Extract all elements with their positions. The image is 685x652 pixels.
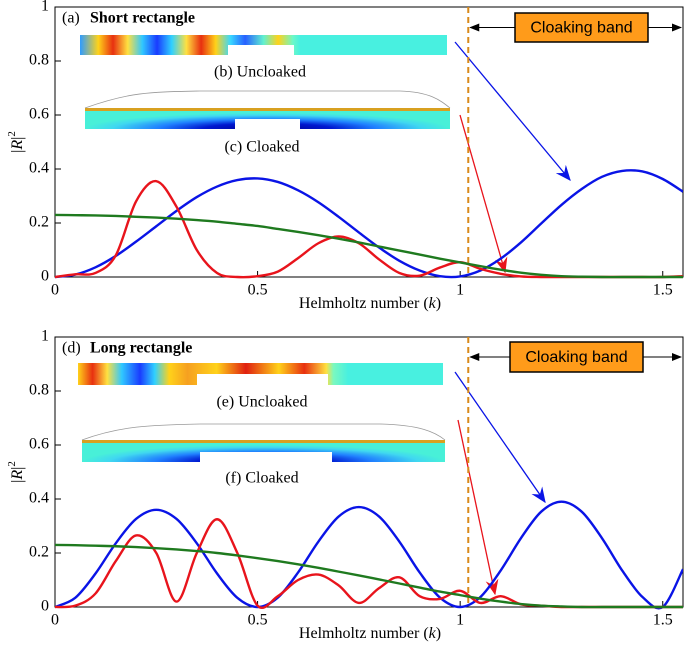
- inset-uncloaked: [80, 35, 447, 55]
- x-tick-label: 0.5: [248, 282, 268, 299]
- panel-label: (a): [62, 10, 80, 27]
- y-axis-label-part: R: [9, 140, 26, 151]
- panel-label: (d): [62, 340, 81, 357]
- annotation-arrow: [459, 114, 508, 274]
- y-axis-label-part: |: [9, 467, 26, 470]
- y-tick-label: 0.2: [29, 214, 49, 231]
- x-tick-label: 1: [456, 612, 464, 629]
- y-tick-label: 0.2: [29, 544, 49, 561]
- inset-cloaked: [81, 423, 446, 462]
- series-line: [55, 179, 683, 279]
- y-axis-label-part: |: [9, 150, 26, 153]
- series-line: [55, 518, 683, 610]
- series-line: [55, 169, 683, 279]
- inset-label: (e) Uncloaked: [216, 394, 307, 411]
- y-tick-label: 0.4: [29, 490, 49, 507]
- series-line: [55, 500, 683, 610]
- annotation-arrow: [457, 419, 499, 596]
- y-tick-label: 0: [41, 268, 49, 285]
- inset-label: (b) Uncloaked: [214, 64, 306, 81]
- band-label-box: [509, 341, 644, 373]
- x-axis-label-part: k: [429, 295, 437, 312]
- y-tick-label: 1: [41, 0, 49, 15]
- y-axis-label-part: 2: [6, 461, 18, 467]
- y-tick-label: 0.4: [29, 160, 49, 177]
- panel-title: Long rectangle: [90, 340, 192, 357]
- y-axis-label-part: |: [9, 137, 26, 140]
- x-tick-label: 1.5: [653, 282, 673, 299]
- annotation-arrow: [454, 371, 546, 504]
- axes-box: [54, 336, 684, 608]
- panel-title: Short rectangle: [90, 10, 195, 27]
- x-axis-label-part: Helmholtz number (: [299, 295, 429, 312]
- annotation-arrow: [454, 41, 571, 181]
- band-label-box: [514, 12, 649, 43]
- axes-box: [54, 6, 684, 278]
- inset-uncloaked: [78, 363, 443, 385]
- y-tick-label: 0.6: [29, 436, 49, 453]
- series-line: [55, 543, 683, 609]
- x-axis-label-part: ): [436, 295, 441, 312]
- y-axis-label-part: R: [9, 470, 26, 481]
- x-tick-label: 0: [51, 282, 59, 299]
- y-tick-label: 0.8: [29, 52, 49, 69]
- x-tick-label: 0.5: [248, 612, 268, 629]
- x-axis-label-part: ): [436, 625, 441, 642]
- y-axis-label-part: |: [9, 480, 26, 483]
- y-axis-label-part: 2: [6, 131, 18, 137]
- x-axis-label-part: k: [429, 625, 437, 642]
- x-axis-label: Helmholtz number (k): [299, 625, 441, 642]
- y-axis-label: |R|2: [6, 461, 26, 483]
- x-tick-label: 0: [51, 612, 59, 629]
- y-tick-label: 0.6: [29, 106, 49, 123]
- x-axis-label-part: Helmholtz number (: [299, 625, 429, 642]
- inset-label: (c) Cloaked: [224, 139, 299, 156]
- x-tick-label: 1: [456, 282, 464, 299]
- inset-label: (f) Cloaked: [225, 470, 298, 487]
- series-line: [55, 213, 683, 279]
- inset-cloaked: [84, 90, 451, 129]
- y-tick-label: 1: [41, 328, 49, 345]
- x-tick-label: 1.5: [653, 612, 673, 629]
- band-label: Cloaking band: [525, 349, 627, 366]
- y-axis-label: |R|2: [6, 131, 26, 153]
- y-tick-label: 0: [41, 598, 49, 615]
- x-axis-label: Helmholtz number (k): [299, 295, 441, 312]
- band-label: Cloaking band: [530, 20, 632, 37]
- y-tick-label: 0.8: [29, 382, 49, 399]
